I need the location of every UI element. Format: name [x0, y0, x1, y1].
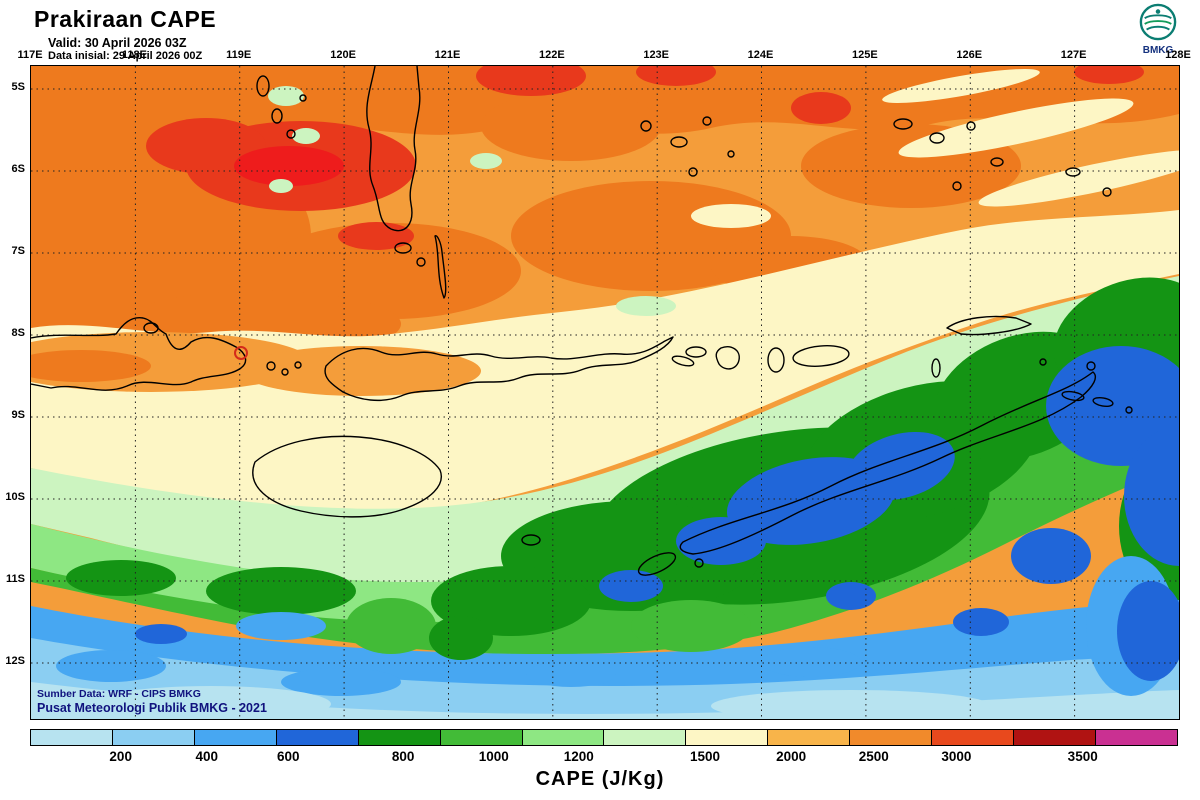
colorbar-swatch [112, 730, 195, 745]
colorbar-tick-label: 200 [109, 749, 132, 764]
colorbar-tick-label: 2000 [776, 749, 807, 764]
lat-label: 11S [6, 573, 25, 585]
colorbar-swatch [1095, 730, 1177, 745]
colorbar-tick-label: 1200 [563, 749, 594, 764]
lon-label: 127E [1060, 49, 1087, 61]
lon-label: 119E [226, 49, 252, 61]
colorbar-tick-label: 3000 [941, 749, 972, 764]
lat-label: 9S [11, 409, 25, 421]
lon-axis: 117E 118E 119E 120E 121E 122E 123E 124E 125E 126E… [17, 49, 1190, 62]
valid-time-label: Valid: 30 April 2026 03Z [48, 36, 187, 50]
lat-axis: 5S 6S 7S 8S 9S 10S 11S 12S [0, 65, 28, 718]
lon-label: 125E [852, 49, 878, 61]
colorbar-swatch [31, 730, 113, 745]
colorbar-swatch [276, 730, 359, 745]
colorbar-swatch [686, 730, 769, 745]
lon-label: 118E [121, 49, 147, 61]
colorbar-tick-label: 600 [277, 749, 300, 764]
colorbar-swatch [358, 730, 441, 745]
lon-label: 117E [17, 49, 43, 61]
map-panel: Sumber Data: WRF - CIPS BMKG Pusat Meteo… [30, 65, 1180, 720]
lat-label: 7S [11, 245, 25, 257]
coastlines [31, 66, 1133, 576]
lon-label: 121E [434, 49, 461, 61]
lon-label: 122E [538, 49, 565, 61]
colorbar-swatch [440, 730, 523, 745]
bmkg-logo: BMKG [1134, 3, 1182, 56]
init-time-label: Data inisial: 29 April 2026 00Z [48, 50, 203, 62]
lon-label: 123E [643, 49, 670, 61]
colorbar-swatches [30, 729, 1178, 746]
lat-label: 12S [5, 655, 25, 667]
cape-field [31, 66, 1179, 719]
colorbar-swatch [194, 730, 277, 745]
colorbar-swatch [1014, 730, 1096, 745]
colorbar-tick-label: 1000 [478, 749, 509, 764]
colorbar-swatch [522, 730, 605, 745]
lon-label: 124E [747, 49, 774, 61]
header: Prakiraan CAPE Valid: 30 April 2026 03Z … [34, 6, 216, 62]
colorbar-swatch [768, 730, 851, 745]
colorbar-swatch [850, 730, 933, 745]
colorbar-tick-label: 400 [195, 749, 219, 764]
credit-source: Sumber Data: WRF - CIPS BMKG [37, 688, 201, 701]
cape-field-map [31, 66, 1179, 719]
colorbar-tick-label: 1500 [689, 749, 721, 764]
colorbar-swatch [932, 730, 1015, 745]
bmkg-logo-icon [1139, 3, 1177, 41]
page-title: Prakiraan CAPE [34, 6, 217, 32]
colorbar-unit-label: CAPE (J/Kg) [535, 768, 665, 790]
colorbar-swatch [604, 730, 687, 745]
credit-org: Pusat Meteorologi Publik BMKG - 2021 [37, 701, 267, 716]
lon-label: 126E [956, 49, 983, 61]
colorbar-tick-label: 2500 [858, 749, 889, 764]
colorbar-tick-label: 3500 [1067, 749, 1098, 764]
lon-label: 128E [1165, 49, 1191, 61]
lat-label: 6S [11, 163, 25, 175]
lat-label: 8S [11, 327, 25, 339]
map-credits: Sumber Data: WRF - CIPS BMKG Pusat Meteo… [37, 688, 267, 717]
volcano-ring-marker [234, 346, 248, 360]
lon-label: 120E [330, 49, 356, 61]
colorbar-tick-label: 800 [391, 749, 415, 764]
colorbar-ticks: 200 400 600 800 1000 1200 1500 2000 2500 3000 3500 [30, 749, 1178, 764]
lat-label: 10S [5, 491, 25, 503]
lat-label: 5S [11, 81, 25, 93]
bmkg-logo-label: BMKG [1142, 45, 1174, 56]
